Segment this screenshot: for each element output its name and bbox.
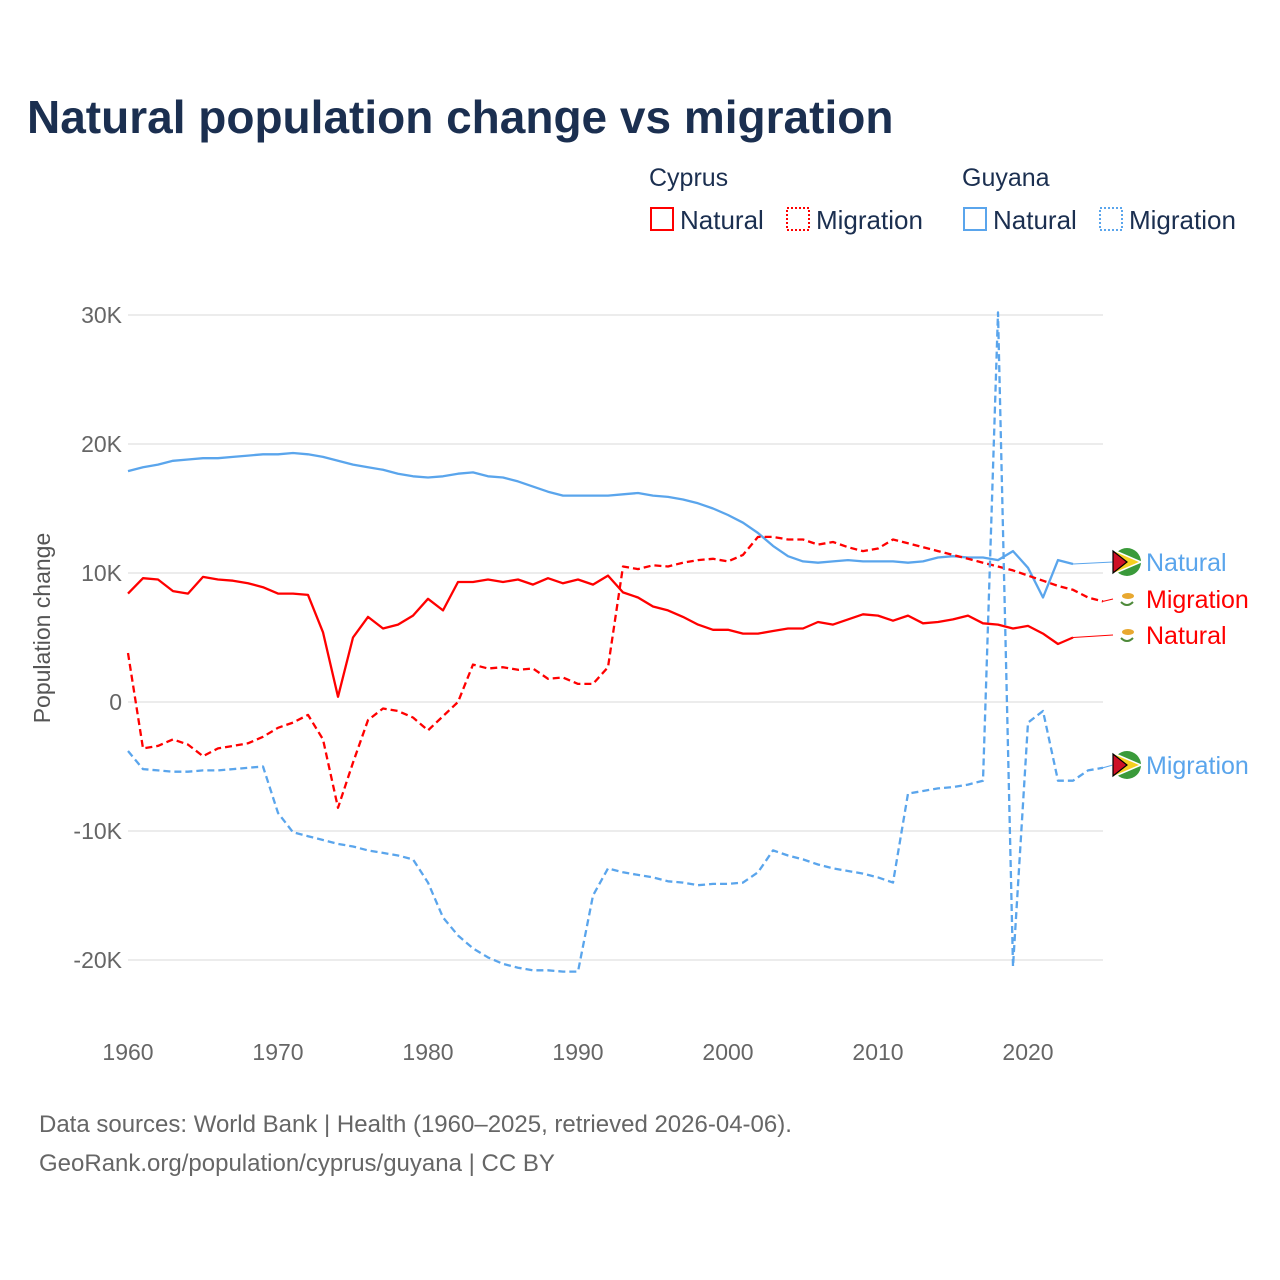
x-tick-label: 1990	[552, 1039, 603, 1065]
flag-red-triangle	[1112, 549, 1128, 575]
cyprus-flag-icon	[1116, 588, 1138, 610]
series-cyprus-migration	[126, 535, 1104, 809]
x-tick-label: 1960	[102, 1039, 153, 1065]
gridlines	[128, 314, 1103, 961]
chart-title: Natural population change vs migration	[27, 91, 893, 143]
y-tick-label: 10K	[81, 560, 123, 586]
flag-bg	[1116, 588, 1138, 610]
legend-swatch-guyana-natural	[963, 207, 987, 231]
end-label-connector	[1072, 561, 1114, 565]
series-guyana-natural	[127, 451, 1074, 599]
flag-map	[1122, 593, 1134, 599]
y-axis-label: Population change	[29, 533, 55, 724]
series-cyprus-natural	[127, 574, 1074, 698]
x-tick-label: 2020	[1002, 1039, 1053, 1065]
footer-link[interactable]: GeoRank.org/population/cyprus/guyana | C…	[39, 1150, 555, 1177]
guyana-flag-icon	[1112, 751, 1143, 779]
x-tick-label: 2000	[702, 1039, 753, 1065]
end-label: Natural	[1146, 622, 1227, 650]
legend-label-guyana-natural[interactable]: Natural	[993, 205, 1077, 235]
legend: Cyprus Natural Migration Guyana Natural …	[649, 164, 1236, 235]
series-lines	[126, 311, 1104, 973]
legend-group-guyana: Guyana	[962, 164, 1050, 192]
x-tick-label: 1970	[252, 1039, 303, 1065]
legend-swatch-cyprus-migration	[786, 207, 810, 231]
footer-sources: Data sources: World Bank | Health (1960–…	[39, 1111, 792, 1138]
legend-swatch-guyana-migration	[1099, 207, 1123, 231]
x-tick-label: 2010	[852, 1039, 903, 1065]
end-label-connector	[1102, 764, 1114, 769]
flag-bg	[1116, 624, 1138, 646]
end-label: Natural	[1146, 549, 1227, 577]
y-tick-label: -20K	[73, 947, 122, 973]
y-axis-ticks: 30K 20K 10K 0 -10K -20K	[73, 302, 122, 973]
x-axis-ticks: 1960 1970 1980 1990 2000 2010 2020	[102, 1039, 1053, 1065]
flag-map	[1122, 629, 1134, 635]
end-label: Migration	[1146, 586, 1249, 614]
legend-label-cyprus-migration[interactable]: Migration	[816, 205, 923, 235]
flag-red-triangle	[1112, 752, 1128, 778]
x-tick-label: 1980	[402, 1039, 453, 1065]
end-label-connector	[1102, 598, 1114, 602]
end-label-connector	[1072, 634, 1114, 638]
y-tick-label: 30K	[81, 302, 123, 328]
y-tick-label: 0	[109, 689, 122, 715]
y-tick-label: 20K	[81, 431, 123, 457]
end-label: Migration	[1146, 752, 1249, 780]
flag-olive-branches	[1120, 601, 1134, 606]
legend-label-guyana-migration[interactable]: Migration	[1129, 205, 1236, 235]
y-tick-label: -10K	[73, 818, 122, 844]
end-labels: Natural Migration Natural Migration	[1072, 548, 1249, 780]
series-guyana-migration	[127, 311, 1104, 973]
flag-olive-branches	[1120, 637, 1134, 642]
legend-label-cyprus-natural[interactable]: Natural	[680, 205, 764, 235]
legend-group-cyprus: Cyprus	[649, 164, 728, 192]
cyprus-flag-icon	[1116, 624, 1138, 646]
guyana-flag-icon	[1112, 548, 1143, 576]
legend-swatch-cyprus-natural	[650, 207, 674, 231]
